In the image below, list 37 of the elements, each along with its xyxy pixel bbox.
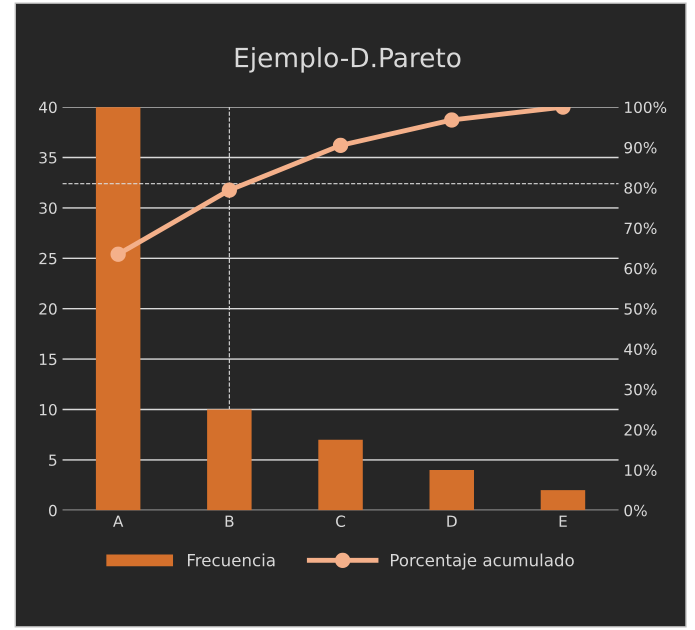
point — [332, 138, 348, 154]
y2-tick-label: 90% — [624, 142, 657, 154]
y2-tick-label: 70% — [624, 222, 657, 234]
y2-tick-label: 30% — [624, 384, 657, 396]
x-tick-label: E — [560, 516, 567, 527]
y-tick-label: 25 — [39, 252, 56, 264]
x-tick-label: A — [113, 516, 124, 527]
y2-tick-label: 80% — [624, 182, 657, 194]
y-tick-label: 10 — [40, 404, 57, 416]
point — [222, 182, 237, 198]
y2-tick-label: 100% — [625, 102, 666, 114]
y-tick-label: 15 — [40, 354, 56, 366]
bar — [96, 107, 140, 510]
bar — [318, 440, 363, 510]
y2-tick-label: 50% — [624, 303, 657, 315]
y-tick-label: 30 — [39, 202, 57, 214]
bar — [540, 490, 586, 510]
y2-tick-label: 60% — [624, 262, 657, 274]
y-tick-label: 20 — [39, 303, 57, 315]
y-tick-label: 0 — [48, 504, 57, 516]
x-tick-label: D — [447, 516, 457, 527]
y-tick-label: 5 — [49, 454, 56, 466]
y-tick-label: 40 — [38, 102, 57, 114]
legend-label: Porcentaje acumulado — [390, 554, 574, 570]
x-tick-label: B — [226, 516, 234, 527]
legend-label: Frecuencia — [188, 554, 275, 566]
y-tick-label: 35 — [39, 152, 56, 164]
y2-tick-label: 0% — [624, 504, 647, 516]
point — [110, 246, 126, 262]
y2-tick-label: 20% — [624, 424, 657, 436]
x-tick-label: C — [336, 515, 346, 527]
bar — [207, 410, 252, 510]
y2-tick-label: 10% — [625, 464, 657, 476]
chart-title: Ejemplo-D.Pareto — [236, 47, 460, 73]
bar — [430, 470, 474, 510]
point — [444, 112, 460, 128]
y2-tick-label: 40% — [624, 343, 657, 356]
